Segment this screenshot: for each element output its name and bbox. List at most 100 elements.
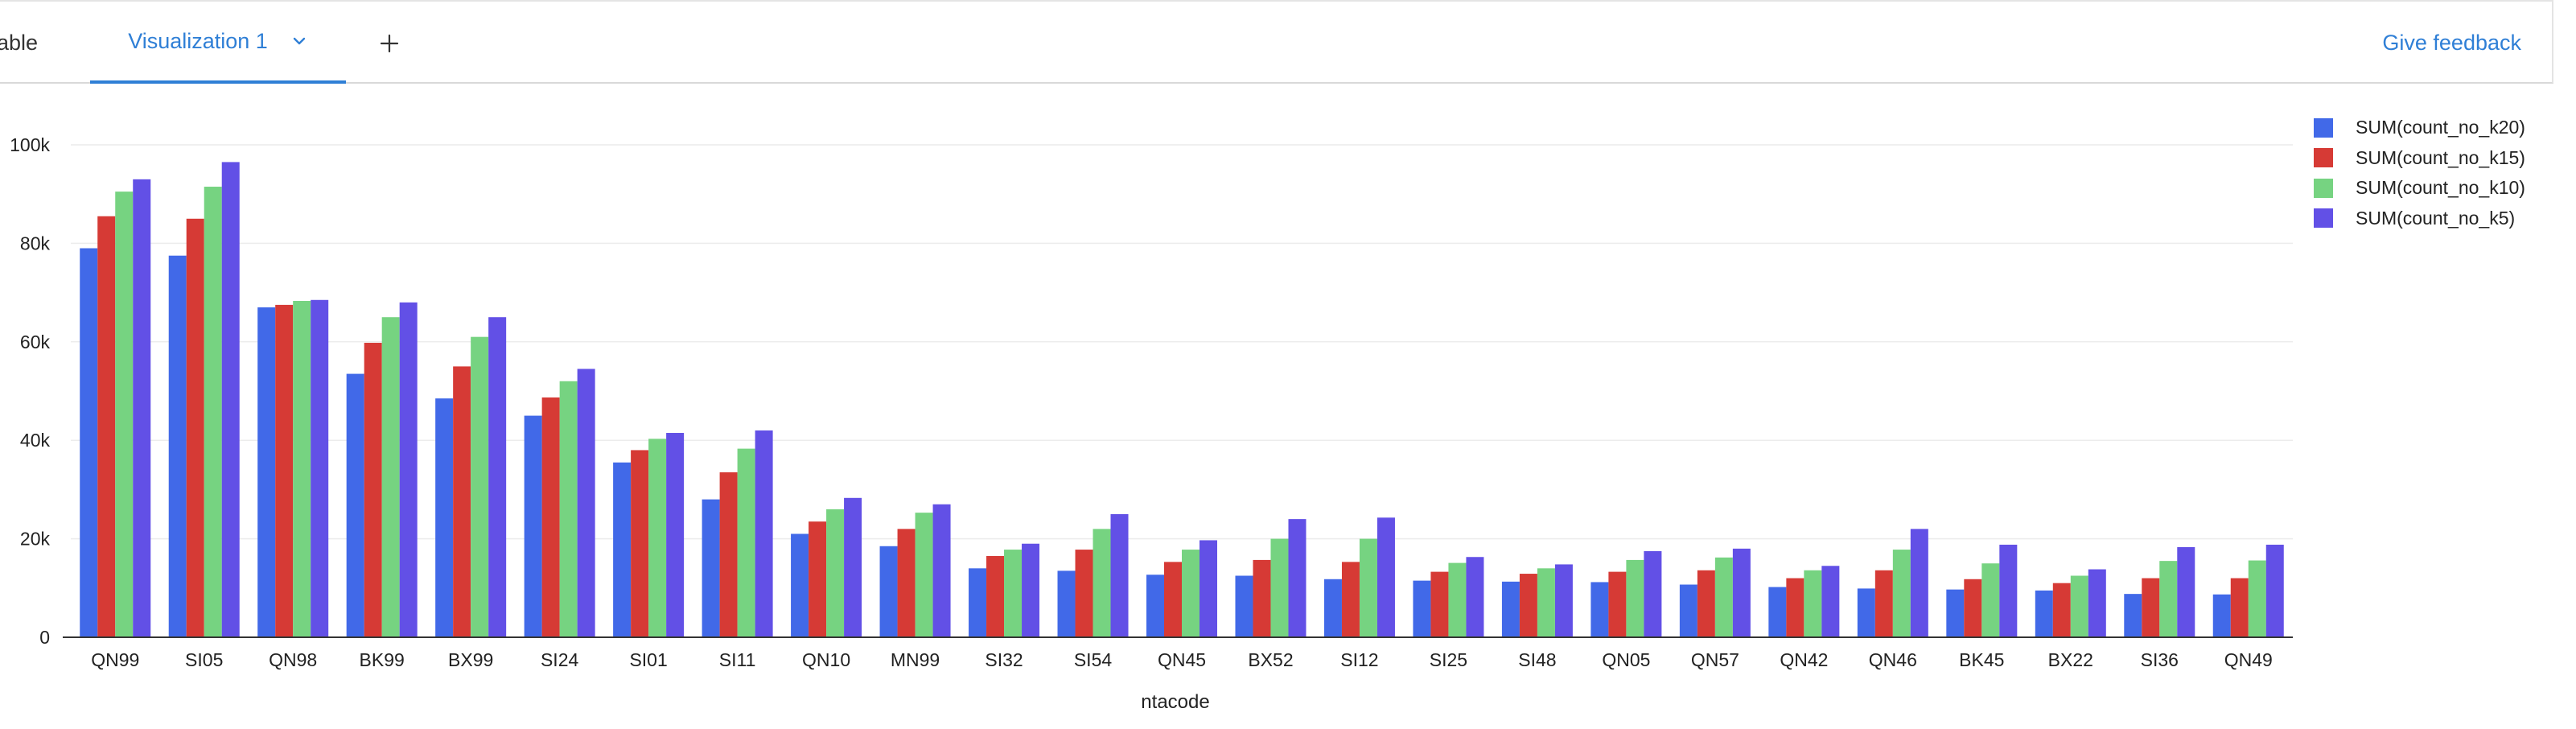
bar-si54-series-2[interactable] <box>1093 529 1111 637</box>
bar-si12-series-0[interactable] <box>1323 579 1342 637</box>
bar-bx22-series-3[interactable] <box>2088 569 2106 637</box>
bar-si01-series-3[interactable] <box>666 433 685 637</box>
bar-bk45-series-1[interactable] <box>1964 579 1982 637</box>
bar-si11-series-2[interactable] <box>737 448 755 637</box>
bar-mn99-series-1[interactable] <box>897 529 916 637</box>
bar-si36-series-2[interactable] <box>2159 561 2178 637</box>
bar-qn57-series-2[interactable] <box>1714 557 1733 637</box>
bar-bk99-series-3[interactable] <box>399 302 418 637</box>
bar-mn99-series-0[interactable] <box>879 546 898 637</box>
bar-si11-series-1[interactable] <box>719 472 738 637</box>
bar-qn46-series-1[interactable] <box>1874 570 1893 637</box>
bar-qn49-series-1[interactable] <box>2230 578 2249 637</box>
bar-qn98-series-1[interactable] <box>275 304 294 637</box>
bar-bx22-series-0[interactable] <box>2035 590 2053 637</box>
bar-qn42-series-0[interactable] <box>1768 587 1787 637</box>
bar-si25-series-0[interactable] <box>1413 580 1431 637</box>
bar-bx99-series-1[interactable] <box>453 366 471 637</box>
bar-qn46-series-3[interactable] <box>1910 529 1928 637</box>
bar-qn05-series-3[interactable] <box>1644 550 1662 637</box>
bar-si32-series-0[interactable] <box>969 568 987 637</box>
give-feedback-link[interactable]: Give feedback <box>2382 30 2521 55</box>
bar-si01-series-2[interactable] <box>648 439 667 637</box>
bar-si01-series-1[interactable] <box>631 450 649 637</box>
bar-si24-series-0[interactable] <box>524 415 542 637</box>
bar-bk45-series-3[interactable] <box>1999 544 2018 637</box>
bar-bx52-series-2[interactable] <box>1270 538 1289 637</box>
bar-qn45-series-3[interactable] <box>1200 540 1217 637</box>
bar-si36-series-0[interactable] <box>2124 594 2142 637</box>
bar-bx52-series-1[interactable] <box>1253 559 1271 637</box>
bar-bk99-series-1[interactable] <box>364 343 382 637</box>
legend-item[interactable]: SUM(count_no_k20) <box>2314 113 2525 143</box>
bar-si05-series-1[interactable] <box>186 218 204 637</box>
bar-si48-series-0[interactable] <box>1501 581 1520 637</box>
bar-bx22-series-2[interactable] <box>2070 575 2088 638</box>
bar-si48-series-2[interactable] <box>1537 568 1555 637</box>
add-tab-button[interactable] <box>372 26 407 61</box>
bar-bx22-series-1[interactable] <box>2052 583 2071 637</box>
bar-si12-series-3[interactable] <box>1376 517 1395 637</box>
bar-mn99-series-2[interactable] <box>915 513 933 637</box>
chevron-down-icon[interactable] <box>290 32 308 50</box>
bar-qn57-series-0[interactable] <box>1679 584 1697 637</box>
bar-si11-series-0[interactable] <box>702 499 720 637</box>
bar-mn99-series-3[interactable] <box>932 504 951 637</box>
bar-qn45-series-1[interactable] <box>1164 562 1182 637</box>
bar-si25-series-3[interactable] <box>1466 557 1484 637</box>
bar-bx99-series-3[interactable] <box>488 317 507 637</box>
bar-si36-series-1[interactable] <box>2142 578 2160 637</box>
bar-bx52-series-0[interactable] <box>1235 575 1253 638</box>
bar-qn98-series-3[interactable] <box>311 299 329 637</box>
bar-si24-series-3[interactable] <box>577 369 595 637</box>
bar-qn49-series-2[interactable] <box>2248 560 2266 637</box>
bar-qn46-series-0[interactable] <box>1857 588 1875 637</box>
bar-bk45-series-0[interactable] <box>1946 589 1965 637</box>
bar-si32-series-2[interactable] <box>1004 550 1023 637</box>
bar-bk99-series-2[interactable] <box>381 317 400 637</box>
legend-item[interactable]: SUM(count_no_k10) <box>2314 173 2525 204</box>
bar-qn49-series-3[interactable] <box>2265 544 2284 637</box>
bar-qn45-series-0[interactable] <box>1146 575 1164 637</box>
bar-qn10-series-2[interactable] <box>826 509 845 637</box>
bar-qn46-series-2[interactable] <box>1892 550 1911 637</box>
bar-bx99-series-2[interactable] <box>471 336 489 637</box>
bar-si24-series-2[interactable] <box>559 381 578 637</box>
bar-qn99-series-1[interactable] <box>97 216 116 637</box>
bar-si54-series-3[interactable] <box>1110 514 1129 637</box>
bar-qn49-series-0[interactable] <box>2212 594 2231 637</box>
bar-si36-series-3[interactable] <box>2177 547 2195 637</box>
bar-qn42-series-2[interactable] <box>1804 570 1822 637</box>
bar-qn99-series-3[interactable] <box>133 179 151 638</box>
bar-si12-series-1[interactable] <box>1341 562 1360 637</box>
bar-si48-series-1[interactable] <box>1519 574 1537 637</box>
bar-qn57-series-3[interactable] <box>1732 548 1751 637</box>
bar-si32-series-3[interactable] <box>1022 543 1040 637</box>
bar-qn05-series-1[interactable] <box>1608 571 1627 637</box>
bar-qn42-series-3[interactable] <box>1821 566 1840 637</box>
bar-qn05-series-0[interactable] <box>1590 582 1609 637</box>
bar-si48-series-3[interactable] <box>1554 564 1573 637</box>
bar-si25-series-1[interactable] <box>1430 571 1449 637</box>
bar-qn98-series-2[interactable] <box>293 301 311 637</box>
bar-qn10-series-3[interactable] <box>844 497 862 637</box>
bar-bx99-series-0[interactable] <box>435 398 454 637</box>
legend-item[interactable]: SUM(count_no_k15) <box>2314 143 2525 174</box>
bar-si25-series-2[interactable] <box>1448 562 1467 637</box>
bar-bk99-series-0[interactable] <box>346 373 364 637</box>
bar-qn98-series-0[interactable] <box>257 307 276 637</box>
bar-qn99-series-0[interactable] <box>80 248 98 637</box>
bar-qn45-series-2[interactable] <box>1182 550 1200 637</box>
bar-qn42-series-1[interactable] <box>1786 578 1804 637</box>
bar-qn99-series-2[interactable] <box>115 192 134 637</box>
bar-bx52-series-3[interactable] <box>1288 519 1307 637</box>
bar-si05-series-0[interactable] <box>168 255 187 637</box>
bar-si12-series-2[interactable] <box>1359 538 1377 637</box>
bar-si24-series-1[interactable] <box>541 397 560 637</box>
bar-si05-series-2[interactable] <box>204 187 222 637</box>
bar-qn57-series-1[interactable] <box>1697 570 1715 637</box>
bar-bk45-series-2[interactable] <box>1981 563 2000 637</box>
bar-qn05-series-2[interactable] <box>1626 559 1644 637</box>
legend-item[interactable]: SUM(count_no_k5) <box>2314 204 2525 234</box>
bar-qn10-series-0[interactable] <box>791 533 809 637</box>
